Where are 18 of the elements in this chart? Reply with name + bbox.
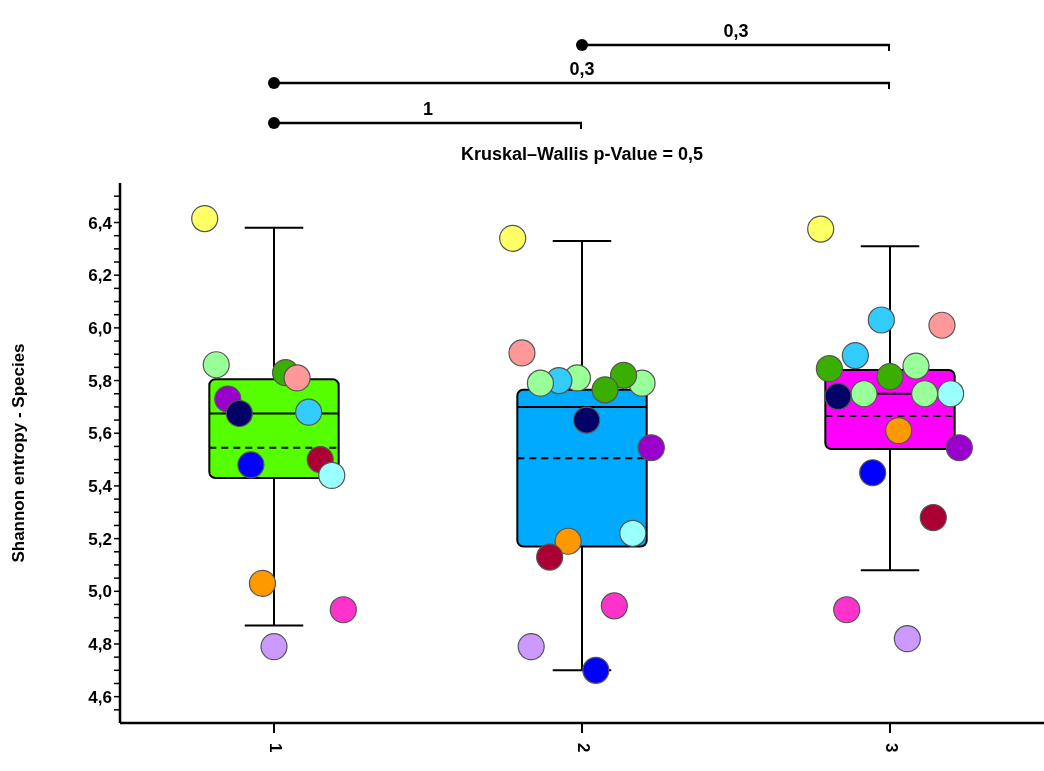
chart-title: Kruskal–Wallis p-Value = 0,5 [460,144,704,165]
y-tick-label: 6,4 [88,213,113,233]
x-tick-label: 3 [881,743,901,753]
y-tick-label: 5,4 [88,476,113,496]
x-tick-label: 2 [573,743,593,753]
x-tick-label: 1 [265,743,285,753]
y-tick-label: 6,0 [88,318,112,338]
y-tick-label: 5,2 [88,529,112,549]
y-tick-label: 4,8 [88,635,112,655]
y-tick-label: 5,6 [88,424,112,444]
y-axis-title: Shannon entropy - Species [9,343,29,563]
y-tick-label: 6,2 [88,266,112,286]
text: 0,3 [723,21,749,41]
y-tick-label: 4,6 [88,687,112,707]
y-tick-label: 5,8 [88,371,112,391]
text: 1 [422,99,434,119]
y-tick-label: 5,0 [88,582,112,602]
text: 0,3 [569,59,595,79]
